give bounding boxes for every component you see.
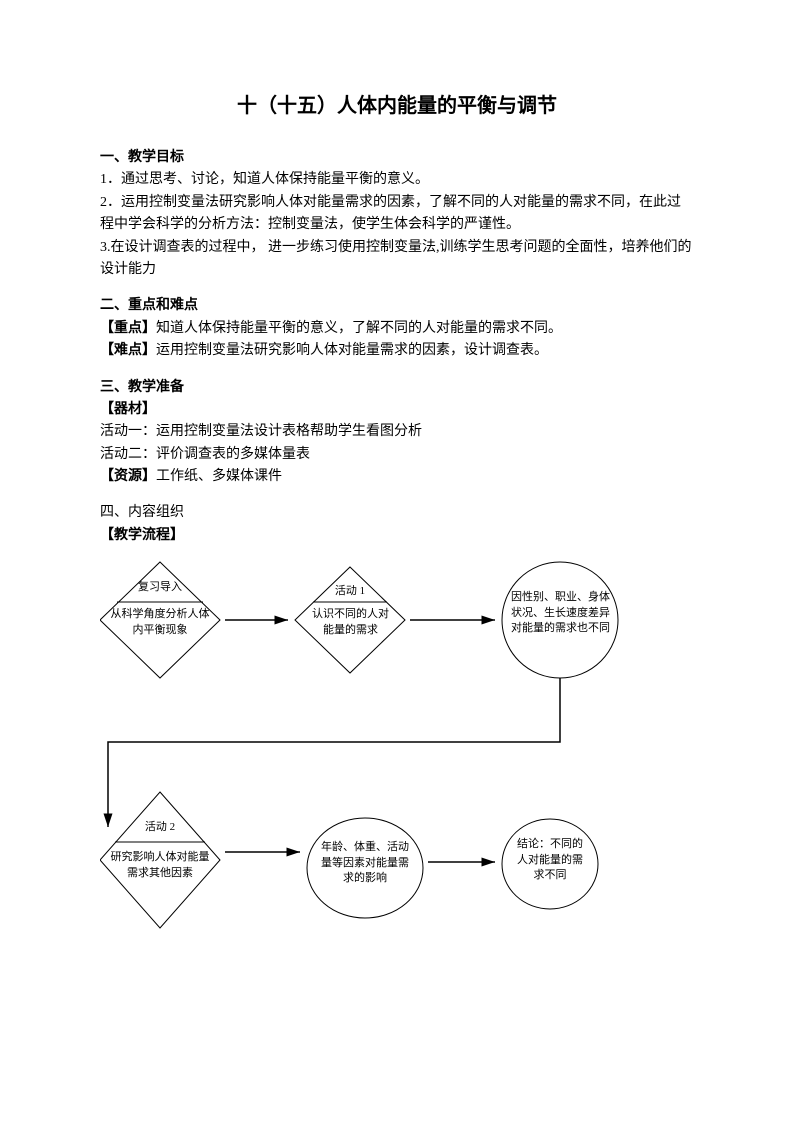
section2-line1: 【重点】知道人体保持能量平衡的意义，了解不同的人对能量的需求不同。 (100, 318, 694, 340)
node2-label: 活动 1 (325, 584, 375, 599)
node1-text: 从科学角度分析人体内平衡现象 (110, 607, 210, 638)
node3-text: 因性别、职业、身体状况、生长速度差异对能量的需求也不同 (508, 590, 613, 636)
emphasis-text: 知道人体保持能量平衡的意义，了解不同的人对能量的需求不同。 (156, 321, 562, 336)
resource-label: 【资源】 (100, 469, 156, 484)
flow-label: 【教学流程】 (100, 525, 694, 547)
section1-item3: 3.在设计调查表的过程中， 进一步练习使用控制变量法,训练学生思考问题的全面性，… (100, 237, 694, 282)
difficulty-text: 运用控制变量法研究影响人体对能量需求的因素，设计调查表。 (156, 343, 548, 358)
node4-label: 活动 2 (135, 820, 185, 835)
resource-line: 【资源】工作纸、多媒体课件 (100, 466, 694, 488)
node4-text: 研究影响人体对能量需求其他因素 (110, 850, 210, 881)
difficulty-label: 【难点】 (100, 343, 156, 358)
activity1-text: 活动一：运用控制变量法设计表格帮助学生看图分析 (100, 421, 694, 443)
section1-heading: 一、教学目标 (100, 147, 694, 169)
page-title: 十（十五）人体内能量的平衡与调节 (100, 90, 694, 122)
section3-heading: 三、教学准备 (100, 377, 694, 399)
emphasis-label: 【重点】 (100, 321, 156, 336)
flowchart: 复习导入 从科学角度分析人体内平衡现象 活动 1 认识不同的人对能量的需求 因性… (100, 552, 700, 972)
section1-item2: 2．运用控制变量法研究影响人体对能量需求的因素，了解不同的人对能量的需求不同，在… (100, 192, 694, 237)
node5-text: 年龄、体重、活动量等因素对能量需求的影响 (320, 840, 410, 886)
activity2-text: 活动二：评价调查表的多媒体量表 (100, 444, 694, 466)
equipment-label: 【器材】 (100, 399, 694, 421)
section1-item1: 1．通过思考、讨论，知道人体保持能量平衡的意义。 (100, 169, 694, 191)
node1-label: 复习导入 (130, 580, 190, 595)
resource-text: 工作纸、多媒体课件 (156, 469, 282, 484)
section2-heading: 二、重点和难点 (100, 295, 694, 317)
node6-text: 结论：不同的人对能量的需求不同 (512, 837, 588, 883)
section2-line2: 【难点】运用控制变量法研究影响人体对能量需求的因素，设计调查表。 (100, 340, 694, 362)
node2-text: 认识不同的人对能量的需求 (308, 607, 393, 638)
section4-heading: 四、内容组织 (100, 502, 694, 524)
